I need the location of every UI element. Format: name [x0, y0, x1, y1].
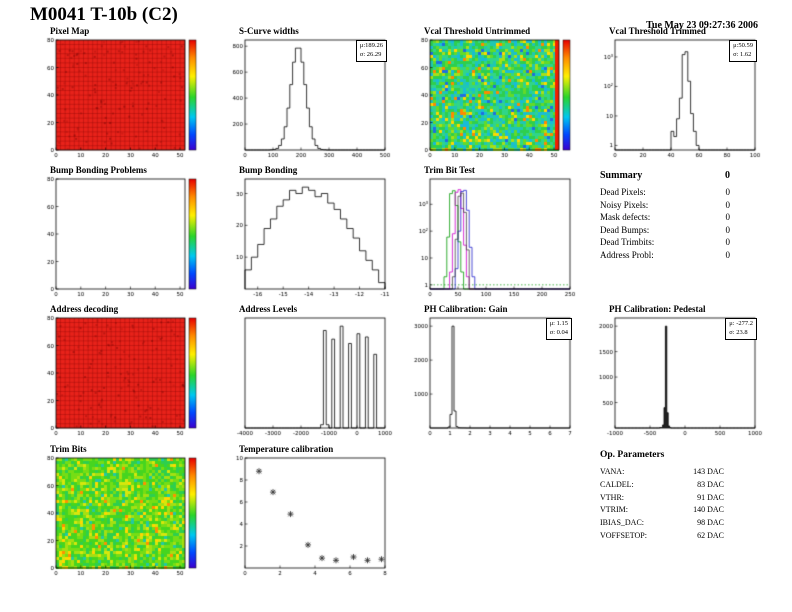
bump-problems-plot [36, 176, 204, 302]
op-parameter-row: VTHR: 91 DAC [600, 492, 724, 505]
stat-sigma: σ: 23.8 [729, 328, 748, 336]
summary-label: Dead Bumps: [600, 224, 650, 235]
panel-temp-calibration: Temperature calibration [225, 444, 397, 581]
op-parameter-label: VTHR: [600, 492, 624, 502]
summary-value: 0 [725, 199, 731, 210]
op-parameter-value: 83 DAC [697, 479, 724, 489]
panel-bump-problems: Bump Bonding Problems [36, 165, 208, 302]
address-decoding-plot [36, 315, 204, 441]
plot-title: Trim Bit Test [424, 165, 475, 175]
panel-address-levels: Address Levels [225, 304, 397, 441]
summary-value: 0 [725, 224, 731, 235]
op-parameters-panel: Op. Parameters VANA: 143 DAC CALDEL: 83 … [600, 450, 730, 543]
op-parameter-value: 62 DAC [697, 530, 724, 540]
summary-label: Mask defects: [600, 212, 651, 223]
op-parameter-label: IBIAS_DAC: [600, 518, 645, 528]
plot-title: Bump Bonding [239, 165, 298, 175]
plot-title: Vcal Threshold Untrimmed [424, 26, 531, 36]
panel-address-decoding: Address decoding [36, 304, 208, 441]
address-levels-plot [225, 315, 393, 441]
op-parameter-label: CALDEL: [600, 479, 634, 489]
op-parameter-value: 98 DAC [697, 518, 724, 528]
panel-scurve-widths: S-Curve widths μ:189.26 σ: 26.29 [225, 26, 397, 163]
summary-title: Summary [600, 170, 643, 181]
plot-title: Address decoding [50, 304, 119, 314]
summary-panel: Summary 0 Dead Pixels: 0 Noisy Pixels: 0… [600, 170, 730, 262]
stat-mu: μ:189.26 [359, 42, 383, 49]
op-parameter-row: VANA: 143 DAC [600, 466, 724, 479]
op-parameter-value: 143 DAC [693, 467, 724, 476]
summary-value: 0 [725, 249, 731, 260]
stats-box: μ: -277.2 σ: 23.8 [725, 318, 757, 340]
summary-row: Address Probl: 0 [600, 249, 730, 262]
summary-value: 0 [725, 187, 731, 197]
panel-bump-bonding: Bump Bonding [225, 165, 397, 302]
panel-vcal-untrimmed: Vcal Threshold Untrimmed [410, 26, 582, 163]
stat-sigma: σ: 1.62 [733, 50, 752, 58]
summary-total: 0 [725, 170, 730, 181]
op-parameter-row: IBIAS_DAC: 98 DAC [600, 517, 724, 530]
summary-label: Dead Pixels: [600, 187, 646, 197]
plot-title: Address Levels [239, 304, 298, 314]
summary-row: Dead Trimbits: 0 [600, 236, 730, 249]
plot-title: Temperature calibration [239, 444, 334, 454]
plot-title: Vcal Threshold Trimmed [609, 26, 706, 36]
panel-trimbit-test: Trim Bit Test [410, 165, 582, 302]
timestamp: Tue May 23 09:27:36 2006 [646, 20, 758, 31]
plot-title: S-Curve widths [239, 26, 299, 36]
op-parameter-value: 91 DAC [697, 492, 724, 502]
stat-sigma: σ: 26.29 [359, 50, 382, 58]
summary-value: 0 [725, 212, 731, 223]
panel-pixel-map: Pixel Map [36, 26, 208, 163]
op-parameter-label: VTRIM: [600, 505, 628, 515]
pixel-map-plot [36, 37, 204, 163]
op-parameter-label: VANA: [600, 467, 625, 476]
summary-header: Summary 0 [600, 170, 730, 181]
op-parameter-row: VOFFSETOP: 62 DAC [600, 530, 724, 543]
op-parameter-value: 140 DAC [693, 505, 724, 515]
summary-row: Noisy Pixels: 0 [600, 199, 730, 212]
op-parameter-row: CALDEL: 83 DAC [600, 479, 724, 492]
panel-ph-pedestal: PH Calibration: Pedestal μ: -277.2 σ: 23… [595, 304, 767, 441]
temp-calibration-plot [225, 455, 393, 581]
stats-box: μ:50.59 σ: 1.62 [729, 40, 757, 62]
summary-label: Dead Trimbits: [600, 237, 655, 248]
panel-trim-bits: Trim Bits [36, 444, 208, 581]
op-parameter-row: VTRIM: 140 DAC [600, 504, 724, 517]
panel-ph-gain: PH Calibration: Gain μ: 1.15 σ: 0.04 [410, 304, 582, 441]
bump-bonding-plot [225, 176, 393, 302]
plot-title: PH Calibration: Gain [424, 304, 508, 314]
summary-row: Dead Bumps: 0 [600, 224, 730, 237]
stats-box: μ: 1.15 σ: 0.04 [545, 318, 572, 340]
vcal-untrimmed-plot [410, 37, 578, 163]
stat-sigma: σ: 0.04 [549, 328, 568, 336]
trimbit-test-plot [410, 176, 578, 302]
plot-title: PH Calibration: Pedestal [609, 304, 706, 314]
plot-title: Bump Bonding Problems [50, 165, 147, 175]
plot-title: Pixel Map [50, 26, 90, 36]
plot-title: Trim Bits [50, 444, 87, 454]
stat-mu: μ:50.59 [733, 42, 753, 49]
trim-bits-plot [36, 455, 204, 581]
stat-mu: μ: -277.2 [729, 320, 753, 327]
stats-box: μ:189.26 σ: 26.29 [355, 40, 387, 62]
summary-row: Dead Pixels: 0 [600, 186, 730, 199]
panel-vcal-trimmed: Vcal Threshold Trimmed μ:50.59 σ: 1.62 [595, 26, 767, 163]
op-parameter-label: VOFFSETOP: [600, 530, 647, 540]
summary-label: Address Probl: [600, 249, 654, 260]
page-title: M0041 T-10b (C2) [30, 4, 178, 25]
op-parameters-title: Op. Parameters [600, 450, 665, 460]
stat-mu: μ: 1.15 [549, 320, 568, 327]
summary-label: Noisy Pixels: [600, 199, 649, 210]
summary-row: Mask defects: 0 [600, 211, 730, 224]
summary-value: 0 [725, 237, 731, 248]
